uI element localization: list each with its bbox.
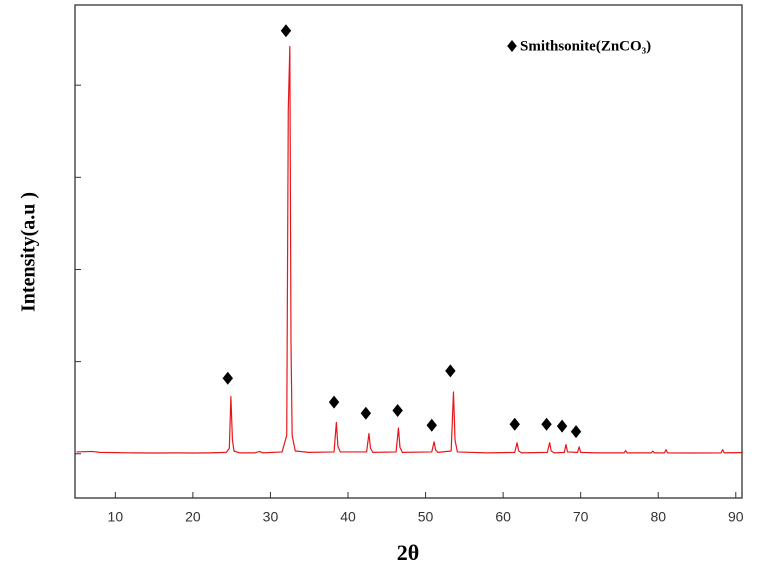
- peak-marker: [556, 419, 568, 433]
- data-line: [76, 45, 742, 454]
- x-tick-label: 90: [728, 509, 744, 525]
- y-axis-title: Intensity(a.u ): [18, 192, 40, 312]
- legend-marker: [507, 40, 517, 52]
- x-axis-title: 2θ: [397, 540, 419, 565]
- peak-marker: [426, 418, 437, 432]
- legend-label: Smithsonite(ZnCO₃): [520, 38, 651, 54]
- peak-marker: [222, 371, 233, 385]
- x-tick-label: 30: [263, 509, 279, 525]
- x-tick-label: 40: [340, 509, 356, 525]
- x-tick-label: 60: [495, 509, 511, 525]
- peak-marker: [280, 24, 292, 38]
- x-tick-label: 70: [573, 509, 589, 525]
- x-tick-label: 10: [108, 509, 124, 525]
- peak-marker: [392, 403, 403, 417]
- x-tick-label: 80: [650, 509, 666, 525]
- plot-frame: [74, 4, 743, 499]
- peak-marker: [509, 417, 520, 431]
- peak-marker: [570, 425, 582, 439]
- peak-marker: [328, 395, 340, 409]
- peak-marker: [360, 406, 372, 420]
- x-tick-label: 20: [185, 509, 201, 525]
- peak-marker: [445, 364, 456, 378]
- peak-marker: [541, 417, 552, 431]
- x-tick-label: 50: [418, 509, 434, 525]
